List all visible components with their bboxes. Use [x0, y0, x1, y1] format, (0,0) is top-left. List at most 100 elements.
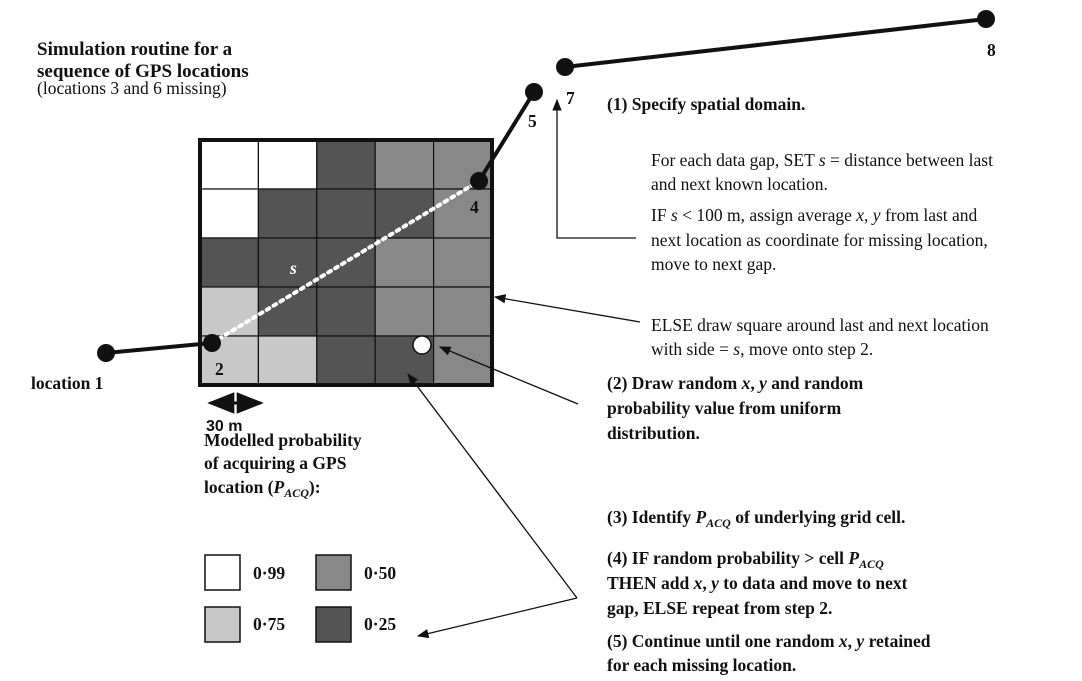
text-line: location (PACQ): [204, 476, 321, 504]
text-segment: probability value from uniform [607, 398, 842, 418]
location-label: location 1 [31, 373, 104, 393]
text-segment: for each missing location. [607, 655, 797, 675]
location-label: 5 [528, 111, 537, 131]
text-segment: (4) IF random probability > cell [607, 548, 849, 568]
text-segment: to data and move to next [718, 573, 908, 593]
arrow [416, 597, 578, 639]
location-label: 7 [566, 88, 575, 108]
text-segment: THEN add [607, 573, 694, 593]
text-segment: (5) Continue until one random [607, 631, 839, 651]
grid-cell [433, 188, 493, 239]
random-point [412, 335, 432, 355]
text-segment: retained [864, 631, 931, 651]
track-segment [477, 90, 536, 183]
grid-cell [316, 335, 376, 386]
text-segment: location ( [204, 477, 274, 497]
text-segment: ): [308, 477, 321, 497]
connectors [407, 98, 641, 639]
grid-cell [199, 286, 260, 337]
text-segment: (2) Draw random [607, 373, 742, 393]
grid-cell [257, 286, 318, 337]
track-segment [105, 341, 213, 355]
arrow [552, 98, 636, 239]
grid-cell [257, 335, 318, 386]
text-segment: distribution. [607, 423, 700, 443]
text-line: (1) Specify spatial domain. [607, 93, 805, 115]
text-segment: x [856, 205, 865, 225]
text-segment: (1) Specify spatial domain. [607, 94, 806, 114]
text-line: next location as coordinate for missing … [651, 229, 988, 251]
text-segment: , [702, 573, 712, 593]
text-segment: x [693, 573, 703, 593]
text-segment: s [733, 339, 741, 359]
text-segment: gap, ELSE repeat from step 2. [607, 598, 833, 618]
text-line: distribution. [607, 422, 700, 444]
grid-cell [257, 139, 318, 190]
text-line: move to next gap. [651, 253, 776, 275]
text-segment: y [856, 631, 865, 651]
text-line: with side = s, move onto step 2. [651, 338, 873, 360]
grid-cell [316, 139, 376, 190]
grid-cell [257, 237, 318, 288]
text-segment: of acquiring a GPS [204, 453, 347, 473]
text-segment: P [695, 507, 707, 527]
location-dot [556, 58, 574, 76]
text-line: THEN add x, y to data and move to next [607, 572, 907, 594]
text-segment: x [741, 373, 751, 393]
text-segment: and random [766, 373, 864, 393]
text-line: Modelled probability [204, 429, 362, 451]
text-line: (4) IF random probability > cell PACQ [607, 547, 884, 575]
title: sequence of GPS locations [37, 61, 249, 82]
text-line: IF s < 100 m, assign average x, y from l… [651, 204, 977, 226]
text-segment: ELSE draw square around last and next lo… [651, 315, 989, 335]
distance-line [210, 179, 481, 345]
grid-cell [199, 188, 260, 239]
arrow [407, 373, 578, 599]
grid-border [198, 138, 494, 387]
grid-cell [374, 286, 435, 337]
text-line: (3) Identify PACQ of underlying grid cel… [607, 506, 905, 534]
text-segment: and next known location. [651, 174, 828, 194]
grid-cell [199, 237, 260, 288]
text-line: (2) Draw random x, y and random [607, 372, 863, 394]
arrow [438, 346, 579, 405]
text-segment: from last and [880, 205, 978, 225]
text-segment: move to next gap. [651, 254, 777, 274]
location-dot [97, 344, 115, 362]
track-segment [564, 17, 987, 69]
text-segment: , [864, 205, 873, 225]
text-segment: P [848, 548, 860, 568]
grid-cell [374, 139, 435, 190]
text-segment: For each data gap, SET [651, 150, 819, 170]
text-line: of acquiring a GPS [204, 452, 346, 474]
legend-label: 0·99 [253, 563, 286, 583]
location-label: 8 [987, 40, 996, 60]
text-segment: y [872, 205, 881, 225]
text-segment: Modelled probability [204, 430, 362, 450]
grid-cell [199, 139, 260, 190]
location-dot [470, 172, 488, 190]
distance-label: s [290, 258, 297, 278]
text-line: probability value from uniform [607, 397, 841, 419]
scale-label: 30 m [206, 418, 243, 435]
grid-cell [433, 237, 493, 288]
text-line: gap, ELSE repeat from step 2. [607, 597, 832, 619]
legend-swatch [204, 606, 241, 643]
legend-swatch [315, 606, 352, 643]
legend-label: 0·50 [364, 563, 397, 583]
arrow [493, 294, 641, 323]
text-line: (5) Continue until one random x, y retai… [607, 630, 930, 652]
text-segment: , [847, 631, 857, 651]
text-segment: s [818, 150, 826, 170]
title: Simulation routine for a [37, 39, 233, 60]
location-label: 2 [215, 359, 224, 379]
legend-label: 0·25 [364, 614, 397, 634]
text-segment: s [670, 205, 678, 225]
track [105, 17, 987, 355]
legend-swatch [204, 554, 241, 591]
text-segment: next location as coordinate for missing … [651, 230, 988, 250]
location-dot [525, 83, 543, 101]
text-line: for each missing location. [607, 654, 796, 676]
text-segment: ACQ [284, 486, 309, 500]
